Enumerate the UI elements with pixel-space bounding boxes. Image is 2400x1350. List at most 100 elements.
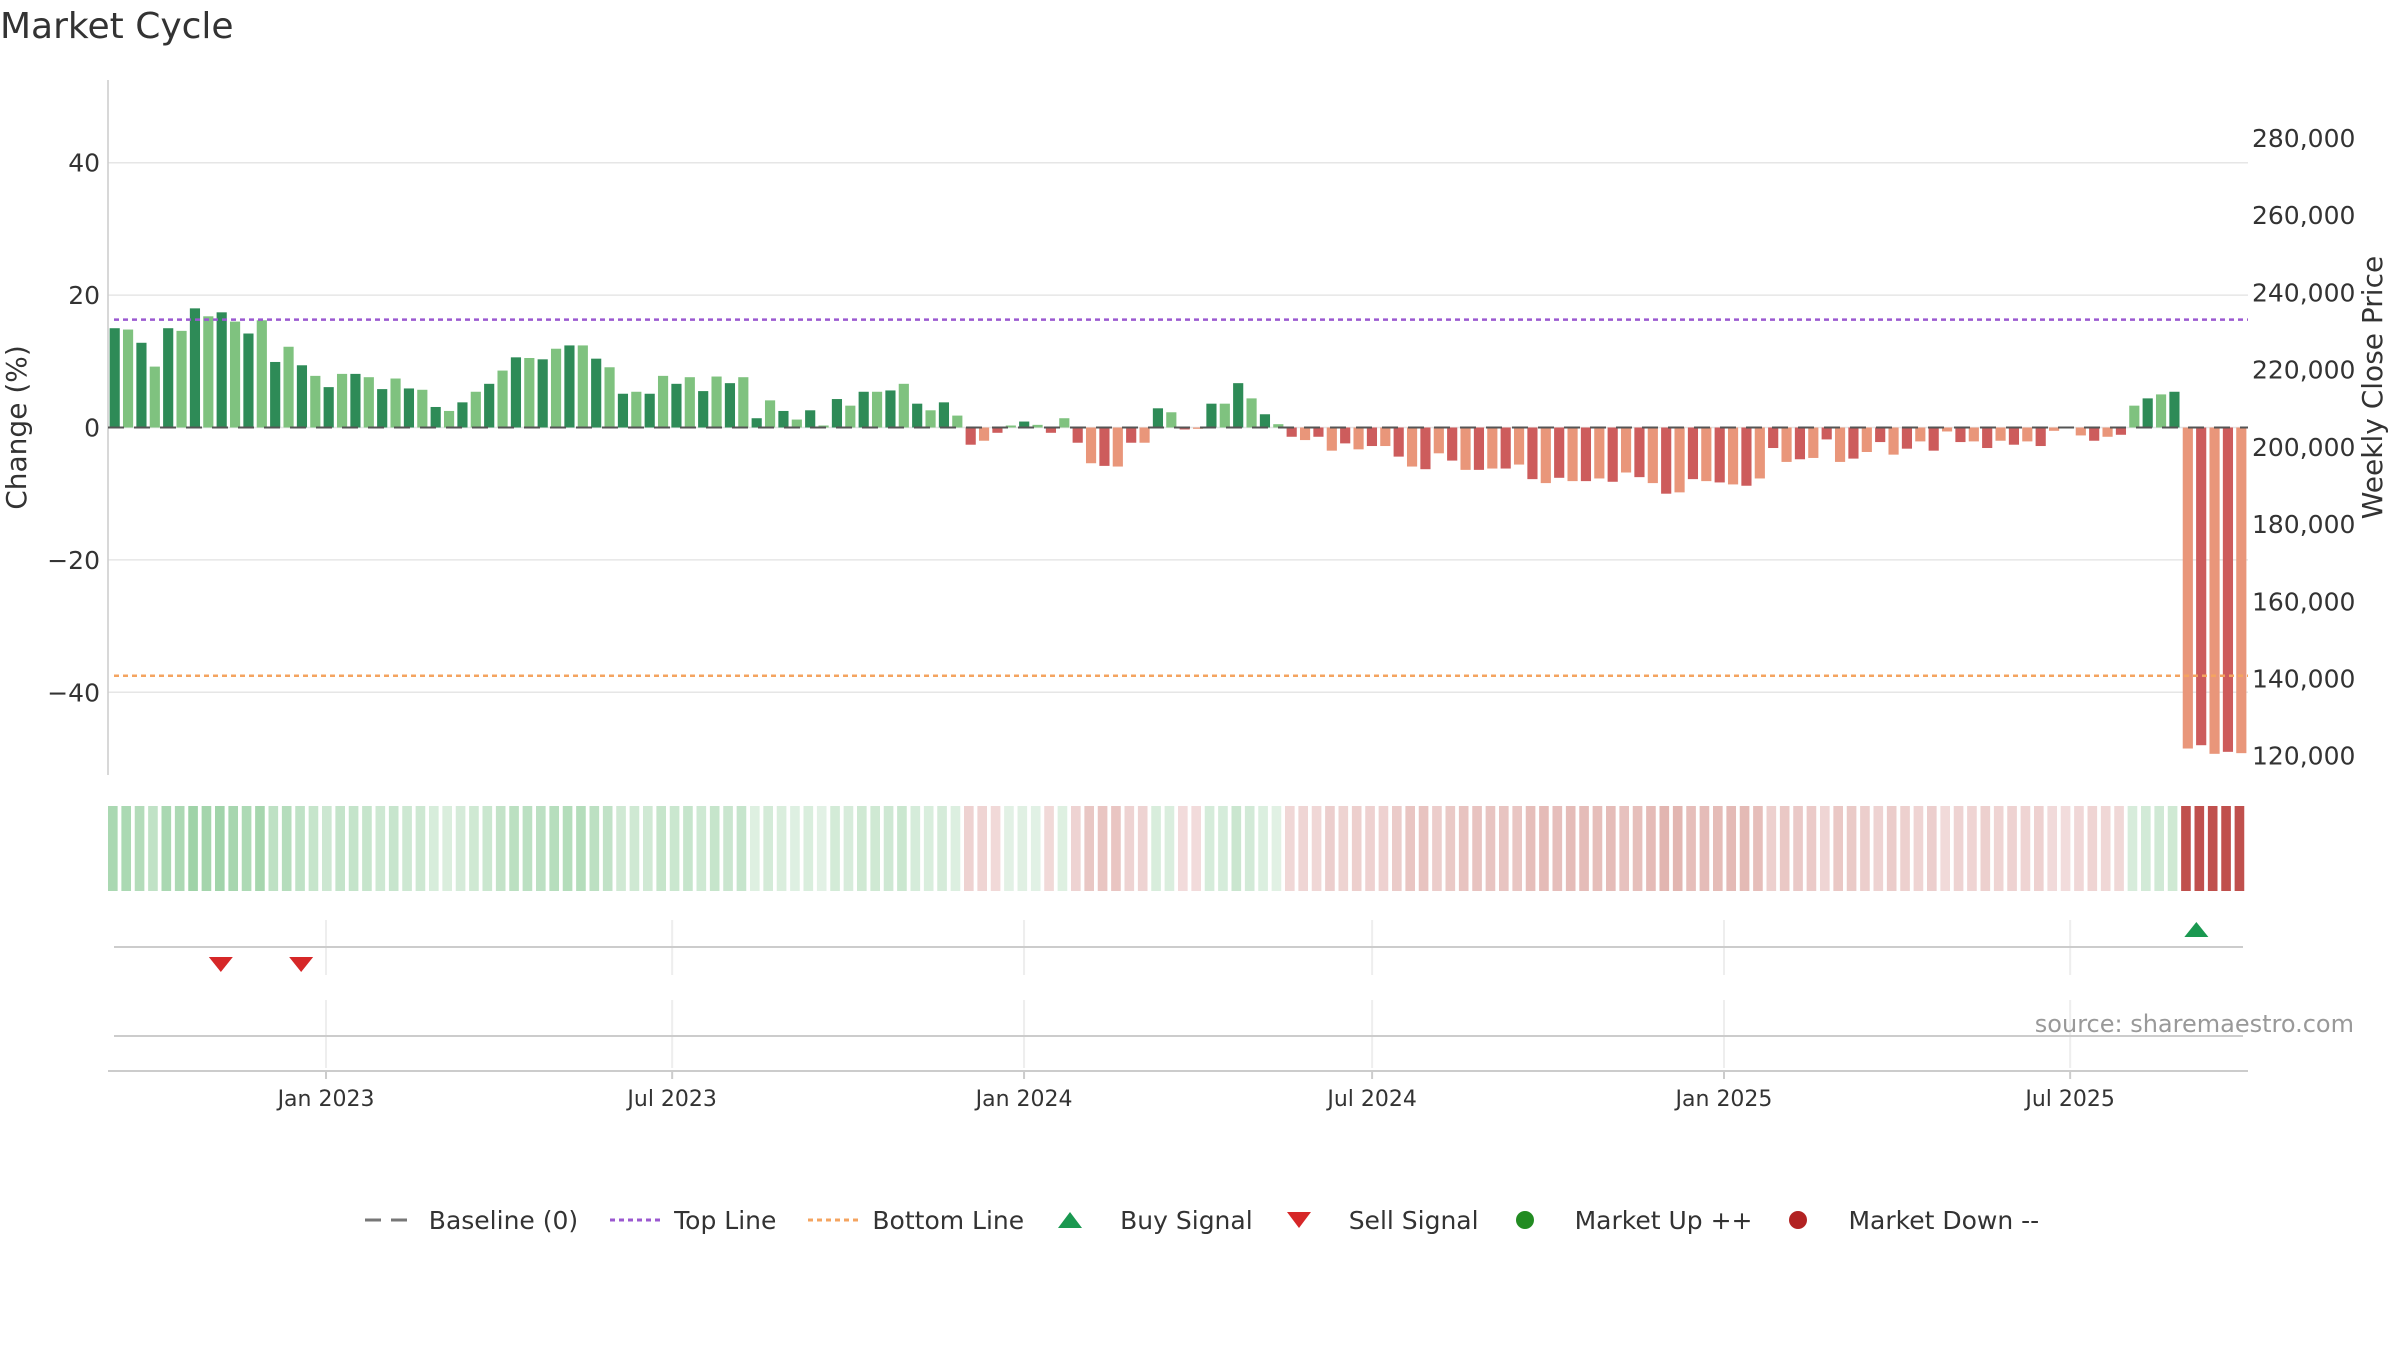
cycle-cell	[750, 806, 760, 891]
cycle-cell	[2127, 806, 2138, 891]
bar	[296, 365, 308, 428]
cycle-cell	[723, 806, 733, 891]
cycle-cell	[2154, 806, 2165, 891]
cycle-cell	[1271, 806, 1282, 891]
cycle-cell	[776, 806, 787, 891]
cycle-cell	[1392, 806, 1402, 891]
bar	[2075, 427, 2086, 436]
y2-tick-label: 240,000	[2252, 278, 2355, 307]
cycle-cell	[415, 806, 426, 891]
cycle-cell	[950, 806, 961, 891]
bar	[430, 406, 441, 428]
bar	[2008, 427, 2020, 445]
y-tick-label: 40	[68, 149, 100, 178]
bar	[1326, 427, 1337, 451]
cycle-cell	[1927, 806, 1937, 891]
cycle-cell	[1204, 806, 1215, 891]
x-tick-label: Jul 2025	[2023, 1087, 2115, 1112]
bar	[1540, 427, 1551, 484]
cycle-cell	[977, 806, 988, 891]
bar	[243, 333, 254, 428]
bar	[2169, 391, 2180, 428]
bar	[1607, 427, 1618, 482]
bar	[1661, 427, 1672, 494]
bar	[189, 308, 201, 428]
cycle-cell	[2194, 806, 2205, 891]
bar	[1366, 427, 1378, 447]
bar	[1166, 412, 1177, 428]
cycle-cell	[857, 806, 867, 891]
legend-label-market-up: Market Up ++	[1574, 1205, 1753, 1235]
bar	[912, 403, 923, 428]
bar	[1406, 427, 1418, 467]
bar	[1620, 427, 1632, 473]
cycle-cell	[843, 806, 854, 891]
cycle-cell	[1632, 806, 1643, 891]
bar	[1794, 427, 1806, 460]
bar	[845, 405, 856, 428]
reference-lines	[108, 318, 2248, 677]
legend-item-bottom-line: Bottom Line	[804, 1206, 1024, 1235]
bar	[591, 358, 602, 428]
bar	[1273, 424, 1284, 428]
bar	[1513, 427, 1525, 465]
cycle-cell	[1191, 806, 1202, 891]
cycle-cell	[121, 806, 132, 891]
cycle-strip	[108, 806, 2245, 891]
bar	[1995, 427, 2006, 441]
y2-axis-title: Weekly Close Price	[2356, 256, 2389, 519]
cycle-cell	[469, 806, 479, 891]
cycle-cell	[335, 806, 346, 891]
bar	[1741, 427, 1752, 486]
cycle-cell	[1351, 806, 1362, 891]
legend-label-baseline: Baseline (0)	[428, 1205, 579, 1235]
bar	[443, 410, 455, 428]
bar	[1286, 427, 1297, 437]
bar	[2048, 427, 2060, 431]
bar	[350, 373, 361, 428]
bar	[1340, 427, 1351, 444]
triangle-up-icon	[1058, 1212, 1083, 1228]
x-axis: Jan 2023 Jul 2023 Jan 2024 Jul 2024 Jan 2025…	[108, 1070, 2248, 1112]
cycle-cell	[1659, 806, 1670, 891]
cycle-cell	[1713, 806, 1723, 891]
bar	[256, 320, 267, 428]
bar	[1687, 427, 1699, 480]
cycle-cell	[1325, 806, 1335, 891]
bar	[203, 316, 214, 428]
cycle-cell	[1646, 806, 1656, 891]
cycle-cell	[295, 806, 305, 891]
bar	[684, 377, 695, 428]
bar	[1754, 427, 1765, 479]
bar	[831, 399, 843, 428]
cycle-cell	[215, 806, 225, 891]
bar	[1152, 408, 1164, 428]
bar	[122, 329, 134, 428]
bar	[1032, 424, 1043, 428]
bar	[1299, 427, 1311, 441]
cycle-cell	[1766, 806, 1777, 891]
legend-label-bottom-line: Bottom Line	[872, 1205, 1025, 1235]
bar	[791, 419, 802, 428]
bar	[1875, 427, 1886, 443]
bar	[390, 378, 401, 428]
legend-item-market-down: Market Down --	[1780, 1206, 2039, 1235]
bar	[631, 391, 642, 428]
cycle-cell	[562, 806, 573, 891]
cycle-cell	[402, 806, 412, 891]
bars-layer	[109, 308, 2247, 754]
cycle-cell	[1124, 806, 1135, 891]
cycle-cell	[1726, 806, 1737, 891]
x-tick-label: Jan 2023	[276, 1087, 375, 1112]
bar	[965, 427, 976, 445]
bar	[1808, 427, 1819, 458]
bar	[1005, 425, 1016, 428]
cycle-cell	[134, 806, 145, 891]
cycle-cell	[1258, 806, 1268, 891]
bar	[2102, 427, 2113, 437]
cycle-cell	[228, 806, 239, 891]
bar	[2236, 427, 2247, 754]
bar	[1246, 398, 1257, 428]
bar	[1313, 427, 1324, 437]
cycle-cell	[964, 806, 974, 891]
